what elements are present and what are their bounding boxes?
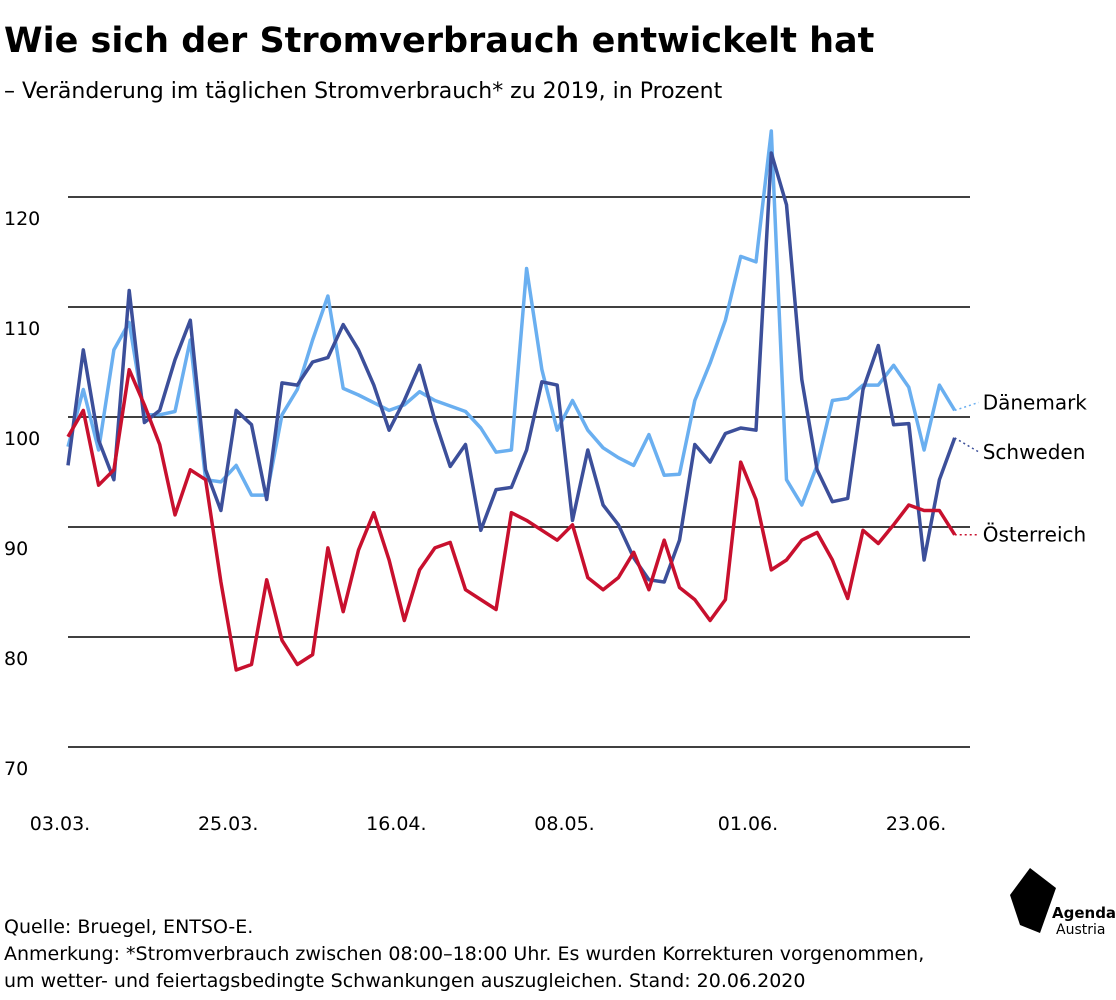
x-tick-label: 23.06. [886,813,946,835]
legend-connector [954,437,980,453]
chart-subtitle: – Veränderung im täglichen Stromverbrauc… [4,79,723,104]
series-line [66,367,957,672]
y-tick-label: 70 [4,758,28,780]
y-tick-label: 120 [4,208,40,230]
note: Anmerkung: *Stromverbrauch zwischen 08:0… [4,943,924,965]
legend-label: Österreich [983,523,1087,547]
x-tick-label: 16.04. [366,813,426,835]
source: Quelle: Bruegel, ENTSO-E. [4,916,253,938]
x-tick-label: 08.05. [534,813,594,835]
logo-text: Austria [1056,922,1105,938]
note: um wetter- und feiertagsbedingte Schwank… [4,970,805,992]
legend-label: Schweden [983,440,1086,464]
chart-title: Wie sich der Stromverbrauch entwickelt h… [4,21,874,61]
x-tick-label: 01.06. [718,813,778,835]
legend-label: Dänemark [983,390,1088,414]
y-tick-label: 110 [4,318,40,340]
logo-mark [1010,868,1056,933]
x-tick-label: 25.03. [198,813,258,835]
y-tick-label: 80 [4,648,28,670]
y-tick-label: 100 [4,428,40,450]
y-tick-label: 90 [4,538,28,560]
series-line [66,129,957,507]
x-tick-label: 03.03. [30,813,90,835]
legend-connector [954,401,979,412]
logo-text: Agenda [1052,904,1116,922]
series-line [66,151,957,584]
